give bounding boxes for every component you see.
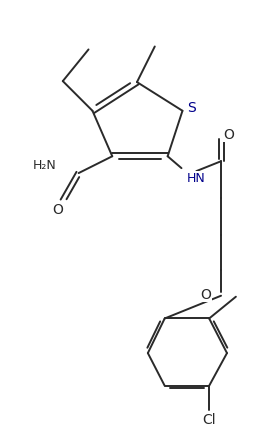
Text: HN: HN — [186, 172, 205, 184]
Text: H₂N: H₂N — [33, 159, 57, 172]
Text: Cl: Cl — [202, 413, 216, 427]
Text: O: O — [52, 203, 63, 217]
Text: O: O — [200, 288, 211, 302]
Text: S: S — [187, 101, 196, 115]
Text: O: O — [224, 128, 234, 142]
